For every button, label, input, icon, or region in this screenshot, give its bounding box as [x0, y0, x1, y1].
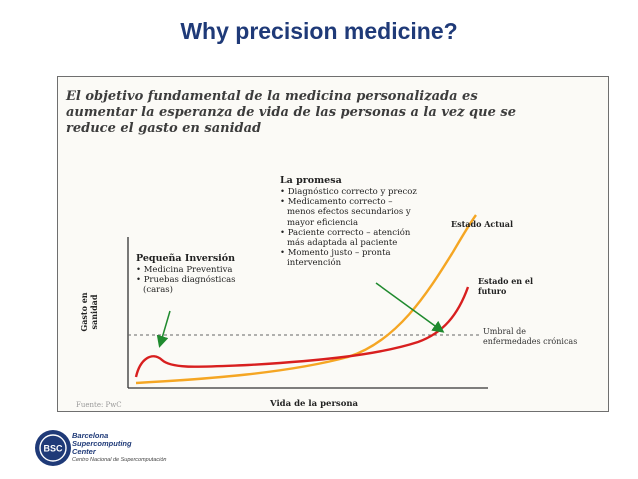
promise-item: • Paciente correcto – atención: [280, 227, 411, 238]
current-state-label: Estado Actual: [451, 219, 514, 229]
investment-item: • Medicina Preventiva: [136, 265, 233, 275]
bsc-logo-text: Barcelona Supercomputing Center Centro N…: [72, 431, 167, 464]
investment-block: Pequeña Inversión • Medicina Preventiva …: [136, 253, 266, 296]
promise-item: más adaptada al paciente: [287, 238, 398, 249]
source-note: Fuente: PwC: [76, 401, 122, 409]
future-state-curve: [134, 286, 470, 378]
x-axis-label: Vida de la persona: [270, 399, 359, 409]
figure-image: El objetivo fundamental de la medicina p…: [57, 76, 609, 412]
future-state-line: futuro: [478, 286, 507, 296]
figure-title: El objetivo fundamental de la medicina p…: [66, 89, 606, 137]
investment-arrow: [156, 310, 171, 348]
promise-arrow: [375, 282, 445, 333]
threshold-line-text: Umbral de: [483, 327, 526, 336]
promise-item: • Momento justo – pronta: [280, 248, 391, 259]
bsc-logo-badge: BSC: [43, 444, 63, 454]
future-state-label: Estado en el futuro: [478, 276, 533, 296]
figure-title-line: reduce el gasto en sanidad: [66, 121, 262, 136]
current-state-curve: [135, 214, 477, 385]
logo-line: Supercomputing: [72, 439, 132, 449]
promise-block: La promesa • Diagnóstico correcto y prec…: [280, 175, 460, 269]
threshold-label: Umbral de enfermedades crónicas: [483, 327, 577, 347]
investment-title: Pequeña Inversión: [136, 253, 236, 264]
threshold-line-text: enfermedades crónicas: [483, 337, 578, 346]
logo-subtitle: Centro Nacional de Supercomputación: [72, 456, 167, 463]
promise-title: La promesa: [280, 175, 342, 186]
promise-item: menos efectos secundarios y: [287, 207, 411, 218]
figure-title-line: aumentar la esperanza de vida de las per…: [66, 105, 516, 120]
promise-item: • Medicamento correcto –: [280, 197, 393, 208]
figure-title-line: El objetivo fundamental de la medicina p…: [66, 89, 478, 104]
future-state-line: Estado en el: [478, 276, 534, 286]
bsc-logo: BSC: [35, 430, 71, 466]
y-axis-label: Gasto en sanidad: [79, 292, 99, 332]
investment-item: • Pruebas diagnósticas: [136, 275, 236, 286]
logo-line: Barcelona: [72, 431, 109, 440]
promise-item: • Diagnóstico correcto y precoz: [280, 187, 417, 197]
logo-line: Center: [72, 447, 96, 457]
investment-item: (caras): [143, 285, 173, 296]
cost-curve-diagram: [127, 214, 488, 389]
slide-title: Why precision medicine?: [180, 18, 458, 44]
promise-item: mayor eficiencia: [287, 217, 359, 228]
promise-item: intervención: [287, 258, 342, 269]
